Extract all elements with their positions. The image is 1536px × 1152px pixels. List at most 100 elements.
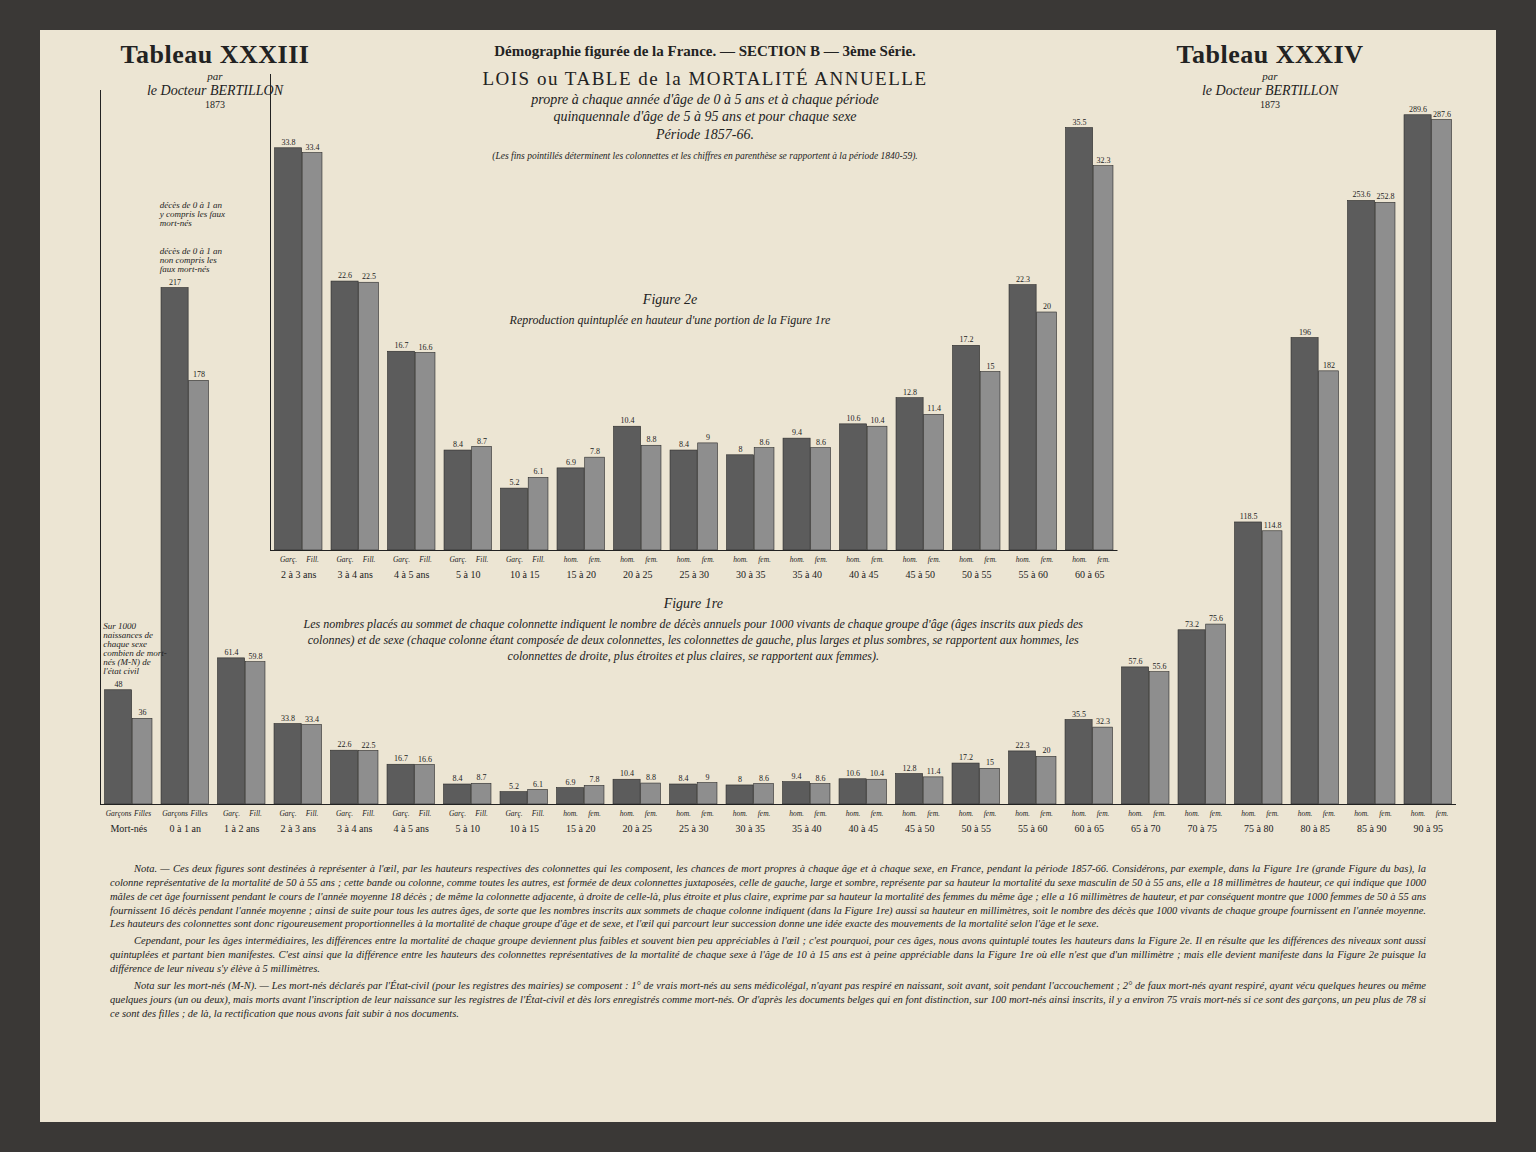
svg-text:hom.: hom.: [1015, 555, 1030, 564]
svg-text:16.7: 16.7: [394, 754, 408, 763]
svg-text:16.6: 16.6: [418, 343, 432, 352]
svg-text:fem.: fem.: [645, 555, 658, 564]
svg-text:fem.: fem.: [1097, 555, 1110, 564]
svg-text:hom.: hom.: [1241, 809, 1256, 818]
svg-text:fem.: fem.: [701, 809, 714, 818]
svg-text:25 à 30: 25 à 30: [679, 823, 708, 834]
svg-text:75 à 80: 75 à 80: [1244, 823, 1273, 834]
svg-text:hom.: hom.: [1072, 555, 1087, 564]
svg-text:15 à 20: 15 à 20: [566, 823, 595, 834]
svg-text:20 à 25: 20 à 25: [623, 569, 652, 580]
svg-text:30 à 35: 30 à 35: [736, 569, 765, 580]
svg-text:hom.: hom.: [563, 809, 578, 818]
svg-text:30 à 35: 30 à 35: [736, 823, 765, 834]
svg-text:Garç.: Garç.: [223, 809, 240, 818]
svg-text:hom.: hom.: [789, 809, 804, 818]
svg-text:114.8: 114.8: [1264, 521, 1282, 530]
svg-text:fem.: fem.: [1379, 809, 1392, 818]
svg-text:hom.: hom.: [1411, 809, 1426, 818]
svg-text:9: 9: [706, 433, 710, 442]
svg-text:fem.: fem.: [1153, 809, 1166, 818]
svg-text:22.5: 22.5: [362, 272, 376, 281]
svg-text:50 à 55: 50 à 55: [962, 569, 991, 580]
svg-text:hom.: hom.: [563, 555, 578, 564]
svg-text:35.5: 35.5: [1072, 710, 1086, 719]
svg-text:hom.: hom.: [959, 555, 974, 564]
svg-text:10.4: 10.4: [620, 416, 634, 425]
svg-text:hom.: hom.: [1015, 809, 1030, 818]
svg-text:9.4: 9.4: [792, 428, 802, 437]
svg-text:10.4: 10.4: [870, 769, 884, 778]
svg-text:57.6: 57.6: [1129, 657, 1143, 666]
svg-text:fem.: fem.: [1323, 809, 1336, 818]
svg-text:40 à 45: 40 à 45: [849, 569, 878, 580]
svg-text:Garç.: Garç.: [336, 809, 353, 818]
svg-text:fem.: fem.: [871, 555, 884, 564]
svg-text:Fill.: Fill.: [361, 555, 375, 564]
svg-text:fem.: fem.: [701, 555, 714, 564]
svg-text:8.4: 8.4: [453, 440, 463, 449]
svg-text:5 à 10: 5 à 10: [456, 823, 480, 834]
svg-text:fem.: fem.: [1040, 809, 1053, 818]
svg-text:22.5: 22.5: [362, 741, 376, 750]
svg-text:8.4: 8.4: [679, 440, 689, 449]
svg-text:289.6: 289.6: [1409, 105, 1427, 114]
svg-text:252.8: 252.8: [1377, 192, 1395, 201]
svg-text:35 à 40: 35 à 40: [792, 823, 821, 834]
svg-text:Fill.: Fill.: [531, 555, 545, 564]
svg-text:hom.: hom.: [789, 555, 804, 564]
svg-text:hom.: hom.: [1128, 809, 1143, 818]
svg-text:8.4: 8.4: [453, 774, 463, 783]
svg-text:8.4: 8.4: [679, 774, 689, 783]
svg-text:Garç.: Garç.: [279, 555, 296, 564]
svg-text:60 à 65: 60 à 65: [1075, 569, 1104, 580]
svg-text:36: 36: [139, 708, 147, 717]
svg-text:32.3: 32.3: [1096, 717, 1110, 726]
svg-text:22.6: 22.6: [338, 740, 352, 749]
svg-text:Garç.: Garç.: [505, 809, 522, 818]
svg-text:11.4: 11.4: [927, 767, 941, 776]
svg-text:6.1: 6.1: [533, 467, 543, 476]
svg-text:fem.: fem.: [588, 555, 601, 564]
svg-text:fem.: fem.: [871, 809, 884, 818]
svg-text:Garç.: Garç.: [449, 809, 466, 818]
svg-text:5.2: 5.2: [509, 478, 519, 487]
svg-text:0 à 1 an: 0 à 1 an: [170, 823, 201, 834]
svg-text:Fill.: Fill.: [248, 809, 262, 818]
svg-text:33.4: 33.4: [305, 143, 319, 152]
svg-text:118.5: 118.5: [1240, 512, 1258, 521]
svg-text:3 à 4 ans: 3 à 4 ans: [337, 569, 372, 580]
svg-text:16.7: 16.7: [394, 341, 408, 350]
svg-text:8: 8: [738, 445, 742, 454]
svg-text:hom.: hom.: [733, 555, 748, 564]
svg-text:Fill.: Fill.: [305, 809, 319, 818]
svg-text:55 à 60: 55 à 60: [1018, 569, 1047, 580]
svg-text:55 à 60: 55 à 60: [1018, 823, 1047, 834]
svg-text:hom.: hom.: [902, 809, 917, 818]
svg-text:80 à 85: 80 à 85: [1301, 823, 1330, 834]
svg-text:33.4: 33.4: [305, 715, 319, 724]
svg-text:8.6: 8.6: [759, 438, 769, 447]
svg-text:fem.: fem.: [588, 809, 601, 818]
svg-text:253.6: 253.6: [1353, 190, 1371, 199]
svg-text:22.3: 22.3: [1016, 741, 1030, 750]
svg-text:2 à 3 ans: 2 à 3 ans: [281, 823, 316, 834]
svg-text:73.2: 73.2: [1185, 620, 1199, 629]
svg-text:25 à 30: 25 à 30: [679, 569, 708, 580]
svg-text:4 à 5 ans: 4 à 5 ans: [394, 823, 429, 834]
svg-text:hom.: hom.: [846, 555, 861, 564]
svg-text:33.8: 33.8: [281, 138, 295, 147]
svg-text:8.7: 8.7: [477, 773, 487, 782]
svg-text:70 à 75: 70 à 75: [1188, 823, 1217, 834]
svg-text:196: 196: [1299, 328, 1311, 337]
svg-text:8: 8: [738, 775, 742, 784]
svg-text:48: 48: [115, 680, 123, 689]
svg-text:8.6: 8.6: [816, 774, 826, 783]
svg-text:7.8: 7.8: [590, 447, 600, 456]
svg-text:3 à 4 ans: 3 à 4 ans: [337, 823, 372, 834]
svg-text:fem.: fem.: [758, 555, 771, 564]
svg-text:6.9: 6.9: [566, 778, 576, 787]
svg-text:178: 178: [193, 370, 205, 379]
svg-text:Garçons: Garçons: [162, 809, 188, 818]
svg-text:fem.: fem.: [927, 809, 940, 818]
